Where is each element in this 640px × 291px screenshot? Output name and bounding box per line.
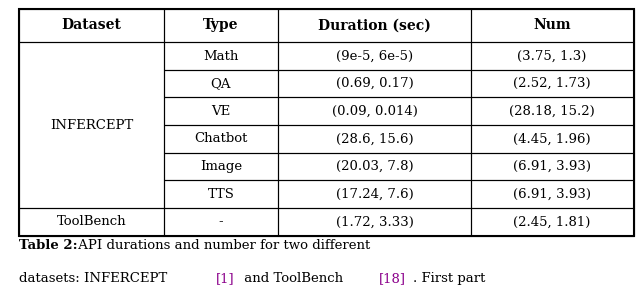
Text: Duration (sec): Duration (sec): [318, 18, 431, 33]
Bar: [471, 70, 634, 97]
Bar: [164, 153, 278, 180]
Text: (0.69, 0.17): (0.69, 0.17): [335, 77, 413, 90]
Text: Image: Image: [200, 160, 242, 173]
Bar: [19, 9, 164, 42]
Bar: [471, 208, 634, 236]
Bar: [278, 153, 471, 180]
Bar: [278, 208, 471, 236]
Text: INFERCEPT: INFERCEPT: [50, 119, 133, 132]
Bar: [471, 125, 634, 153]
Text: (0.09, 0.014): (0.09, 0.014): [332, 105, 417, 118]
Bar: [19, 42, 164, 208]
Text: (1.72, 3.33): (1.72, 3.33): [335, 215, 413, 228]
Bar: [471, 180, 634, 208]
Bar: [164, 42, 278, 70]
Text: (2.52, 1.73): (2.52, 1.73): [513, 77, 591, 90]
Text: (4.45, 1.96): (4.45, 1.96): [513, 132, 591, 146]
Text: (3.75, 1.3): (3.75, 1.3): [518, 49, 587, 63]
Text: API durations and number for two different: API durations and number for two differe…: [74, 239, 370, 252]
Text: datasets: INFERCEPT: datasets: INFERCEPT: [19, 272, 172, 285]
Bar: [164, 9, 278, 42]
Text: and ToolBench: and ToolBench: [240, 272, 348, 285]
Text: VE: VE: [211, 105, 230, 118]
Text: Math: Math: [204, 49, 239, 63]
Text: ToolBench: ToolBench: [56, 215, 126, 228]
Bar: [19, 9, 634, 236]
Text: (17.24, 7.6): (17.24, 7.6): [335, 188, 413, 201]
Text: TTS: TTS: [207, 188, 234, 201]
Bar: [164, 180, 278, 208]
Bar: [471, 42, 634, 70]
Text: Table 2:: Table 2:: [19, 239, 78, 252]
Bar: [164, 208, 278, 236]
Text: (6.91, 3.93): (6.91, 3.93): [513, 188, 591, 201]
Bar: [278, 180, 471, 208]
Bar: [278, 42, 471, 70]
Text: [1]: [1]: [216, 272, 235, 285]
Bar: [278, 70, 471, 97]
Text: [18]: [18]: [378, 272, 406, 285]
Bar: [471, 153, 634, 180]
Text: Type: Type: [203, 18, 239, 33]
Text: (20.03, 7.8): (20.03, 7.8): [336, 160, 413, 173]
Bar: [471, 97, 634, 125]
Text: QA: QA: [211, 77, 231, 90]
Bar: [19, 208, 164, 236]
Text: Dataset: Dataset: [61, 18, 122, 33]
Bar: [164, 70, 278, 97]
Text: Num: Num: [533, 18, 571, 33]
Bar: [278, 9, 471, 42]
Text: (28.18, 15.2): (28.18, 15.2): [509, 105, 595, 118]
Bar: [164, 97, 278, 125]
Bar: [471, 9, 634, 42]
Text: Chatbot: Chatbot: [194, 132, 248, 146]
Text: (9e-5, 6e-5): (9e-5, 6e-5): [336, 49, 413, 63]
Text: . First part: . First part: [413, 272, 486, 285]
Text: (6.91, 3.93): (6.91, 3.93): [513, 160, 591, 173]
Bar: [164, 125, 278, 153]
Bar: [278, 97, 471, 125]
Text: -: -: [219, 215, 223, 228]
Text: (2.45, 1.81): (2.45, 1.81): [513, 215, 591, 228]
Text: (28.6, 15.6): (28.6, 15.6): [336, 132, 413, 146]
Bar: [278, 125, 471, 153]
